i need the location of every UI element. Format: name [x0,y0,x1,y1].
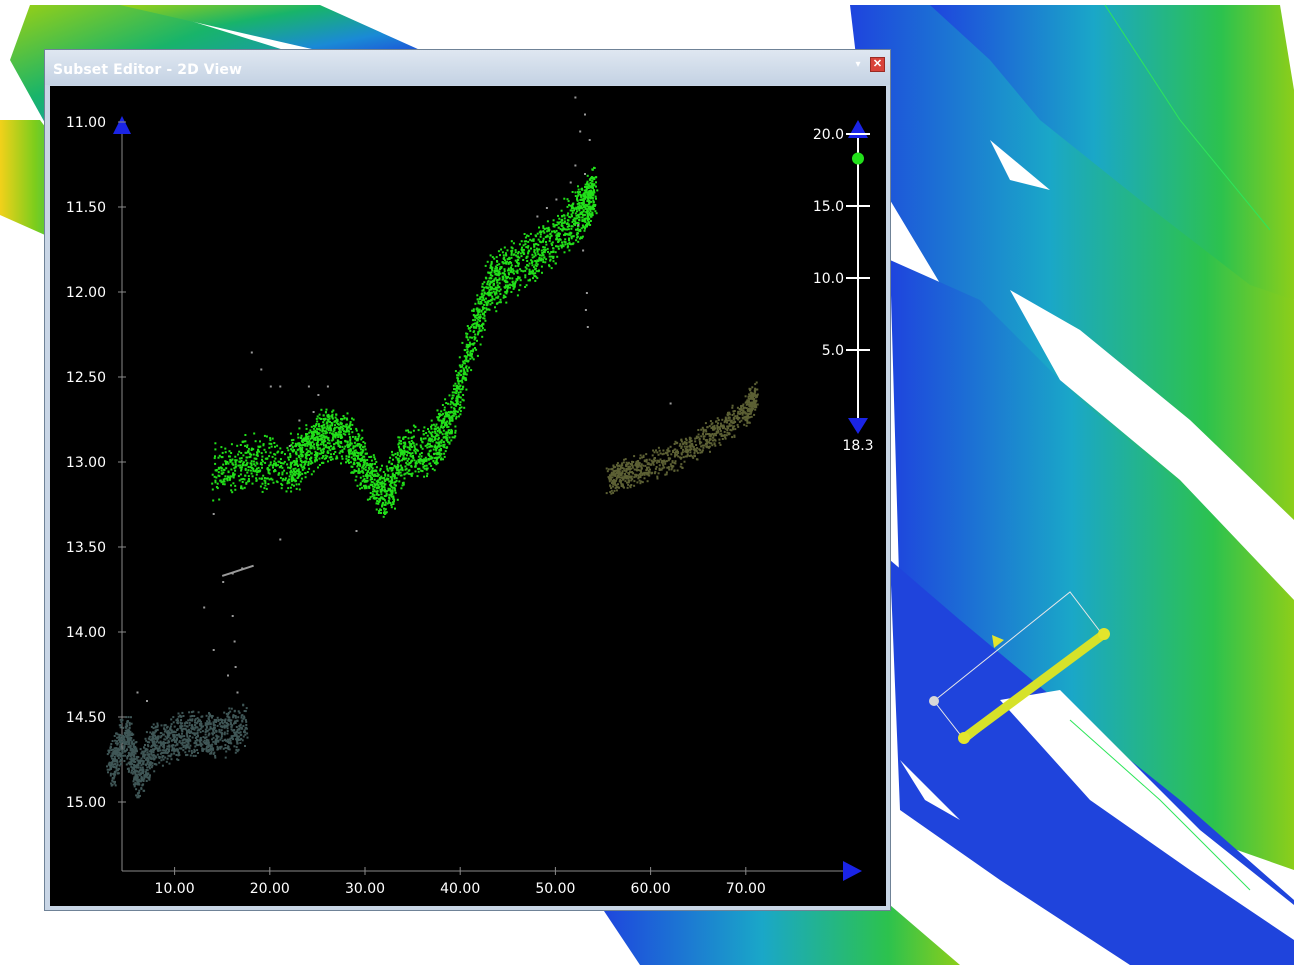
survey-swath-8 [600,905,960,965]
x-tick-label: 60.00 [631,881,671,897]
profile-plot-area[interactable]: 11.00 11.50 12.00 12.50 13.00 13.50 14.00 14.50… [50,86,886,906]
slider-handle-icon[interactable] [852,152,864,165]
outlier-points[interactable] [136,96,672,703]
x-axis-arrow-icon[interactable] [843,861,862,881]
slider-tick-label: 5.0 [822,343,844,359]
y-axis-arrow-icon[interactable] [113,116,131,134]
profile-end-handle[interactable] [1098,628,1110,640]
profile-line[interactable] [961,630,1107,742]
x-tick-label: 50.00 [535,881,575,897]
contour-line [1104,4,1271,231]
title-bar[interactable]: Subset Editor - 2D View ▾ ✕ [45,50,890,85]
subset-editor-window[interactable]: Subset Editor - 2D View ▾ ✕ 11.00 11.50 12… [44,49,891,911]
data-gap-2 [990,140,1050,190]
data-gap-4 [900,760,960,820]
profile-start-handle[interactable] [958,732,970,744]
contour-line-2 [1069,719,1251,891]
x-tick-label: 20.00 [250,881,290,897]
y-tick-label: 13.00 [66,455,106,471]
outlier-streak [221,564,254,577]
close-button[interactable]: ✕ [870,57,885,72]
right-dataset-points[interactable] [605,381,759,495]
y-tick-label: 11.50 [66,200,106,216]
slider-current-value: 18.3 [842,438,873,454]
y-tick-label: 13.50 [66,540,106,556]
slider-tick-label: 10.0 [813,271,844,287]
data-gap-1 [1010,290,1294,600]
y-tick-label: 14.00 [66,625,106,641]
x-tick-label: 10.00 [155,881,195,897]
data-gap-3 [1000,690,1294,940]
window-title: Subset Editor - 2D View [53,62,242,78]
slider-tick-label: 15.0 [813,199,844,215]
survey-swath-5 [930,5,1294,300]
y-tick-label: 12.00 [66,285,106,301]
box-corner-handle[interactable] [929,696,939,706]
x-tick-label: 30.00 [345,881,385,897]
profile-plot[interactable]: 11.00 11.50 12.00 12.50 13.00 13.50 14.00 14.50… [50,86,886,906]
y-tick-label: 14.50 [66,710,106,726]
direction-arrow-icon[interactable] [992,635,1004,648]
left-dataset-points[interactable] [106,703,249,799]
slider-tick-label: 20.0 [813,127,844,143]
x-tick-label: 40.00 [440,881,480,897]
y-tick-label: 12.50 [66,370,106,386]
slider-top-arrow-icon[interactable] [848,120,868,138]
survey-swath-6 [890,260,1294,870]
survey-swath-2 [120,5,420,60]
window-menu-dropdown-icon[interactable]: ▾ [855,59,861,70]
x-tick-label: 70.00 [726,881,766,897]
y-tick-label: 11.00 [66,115,106,131]
slider-bottom-arrow-icon[interactable] [848,418,868,434]
selected-points[interactable] [211,166,599,518]
y-tick-label: 15.00 [66,795,106,811]
